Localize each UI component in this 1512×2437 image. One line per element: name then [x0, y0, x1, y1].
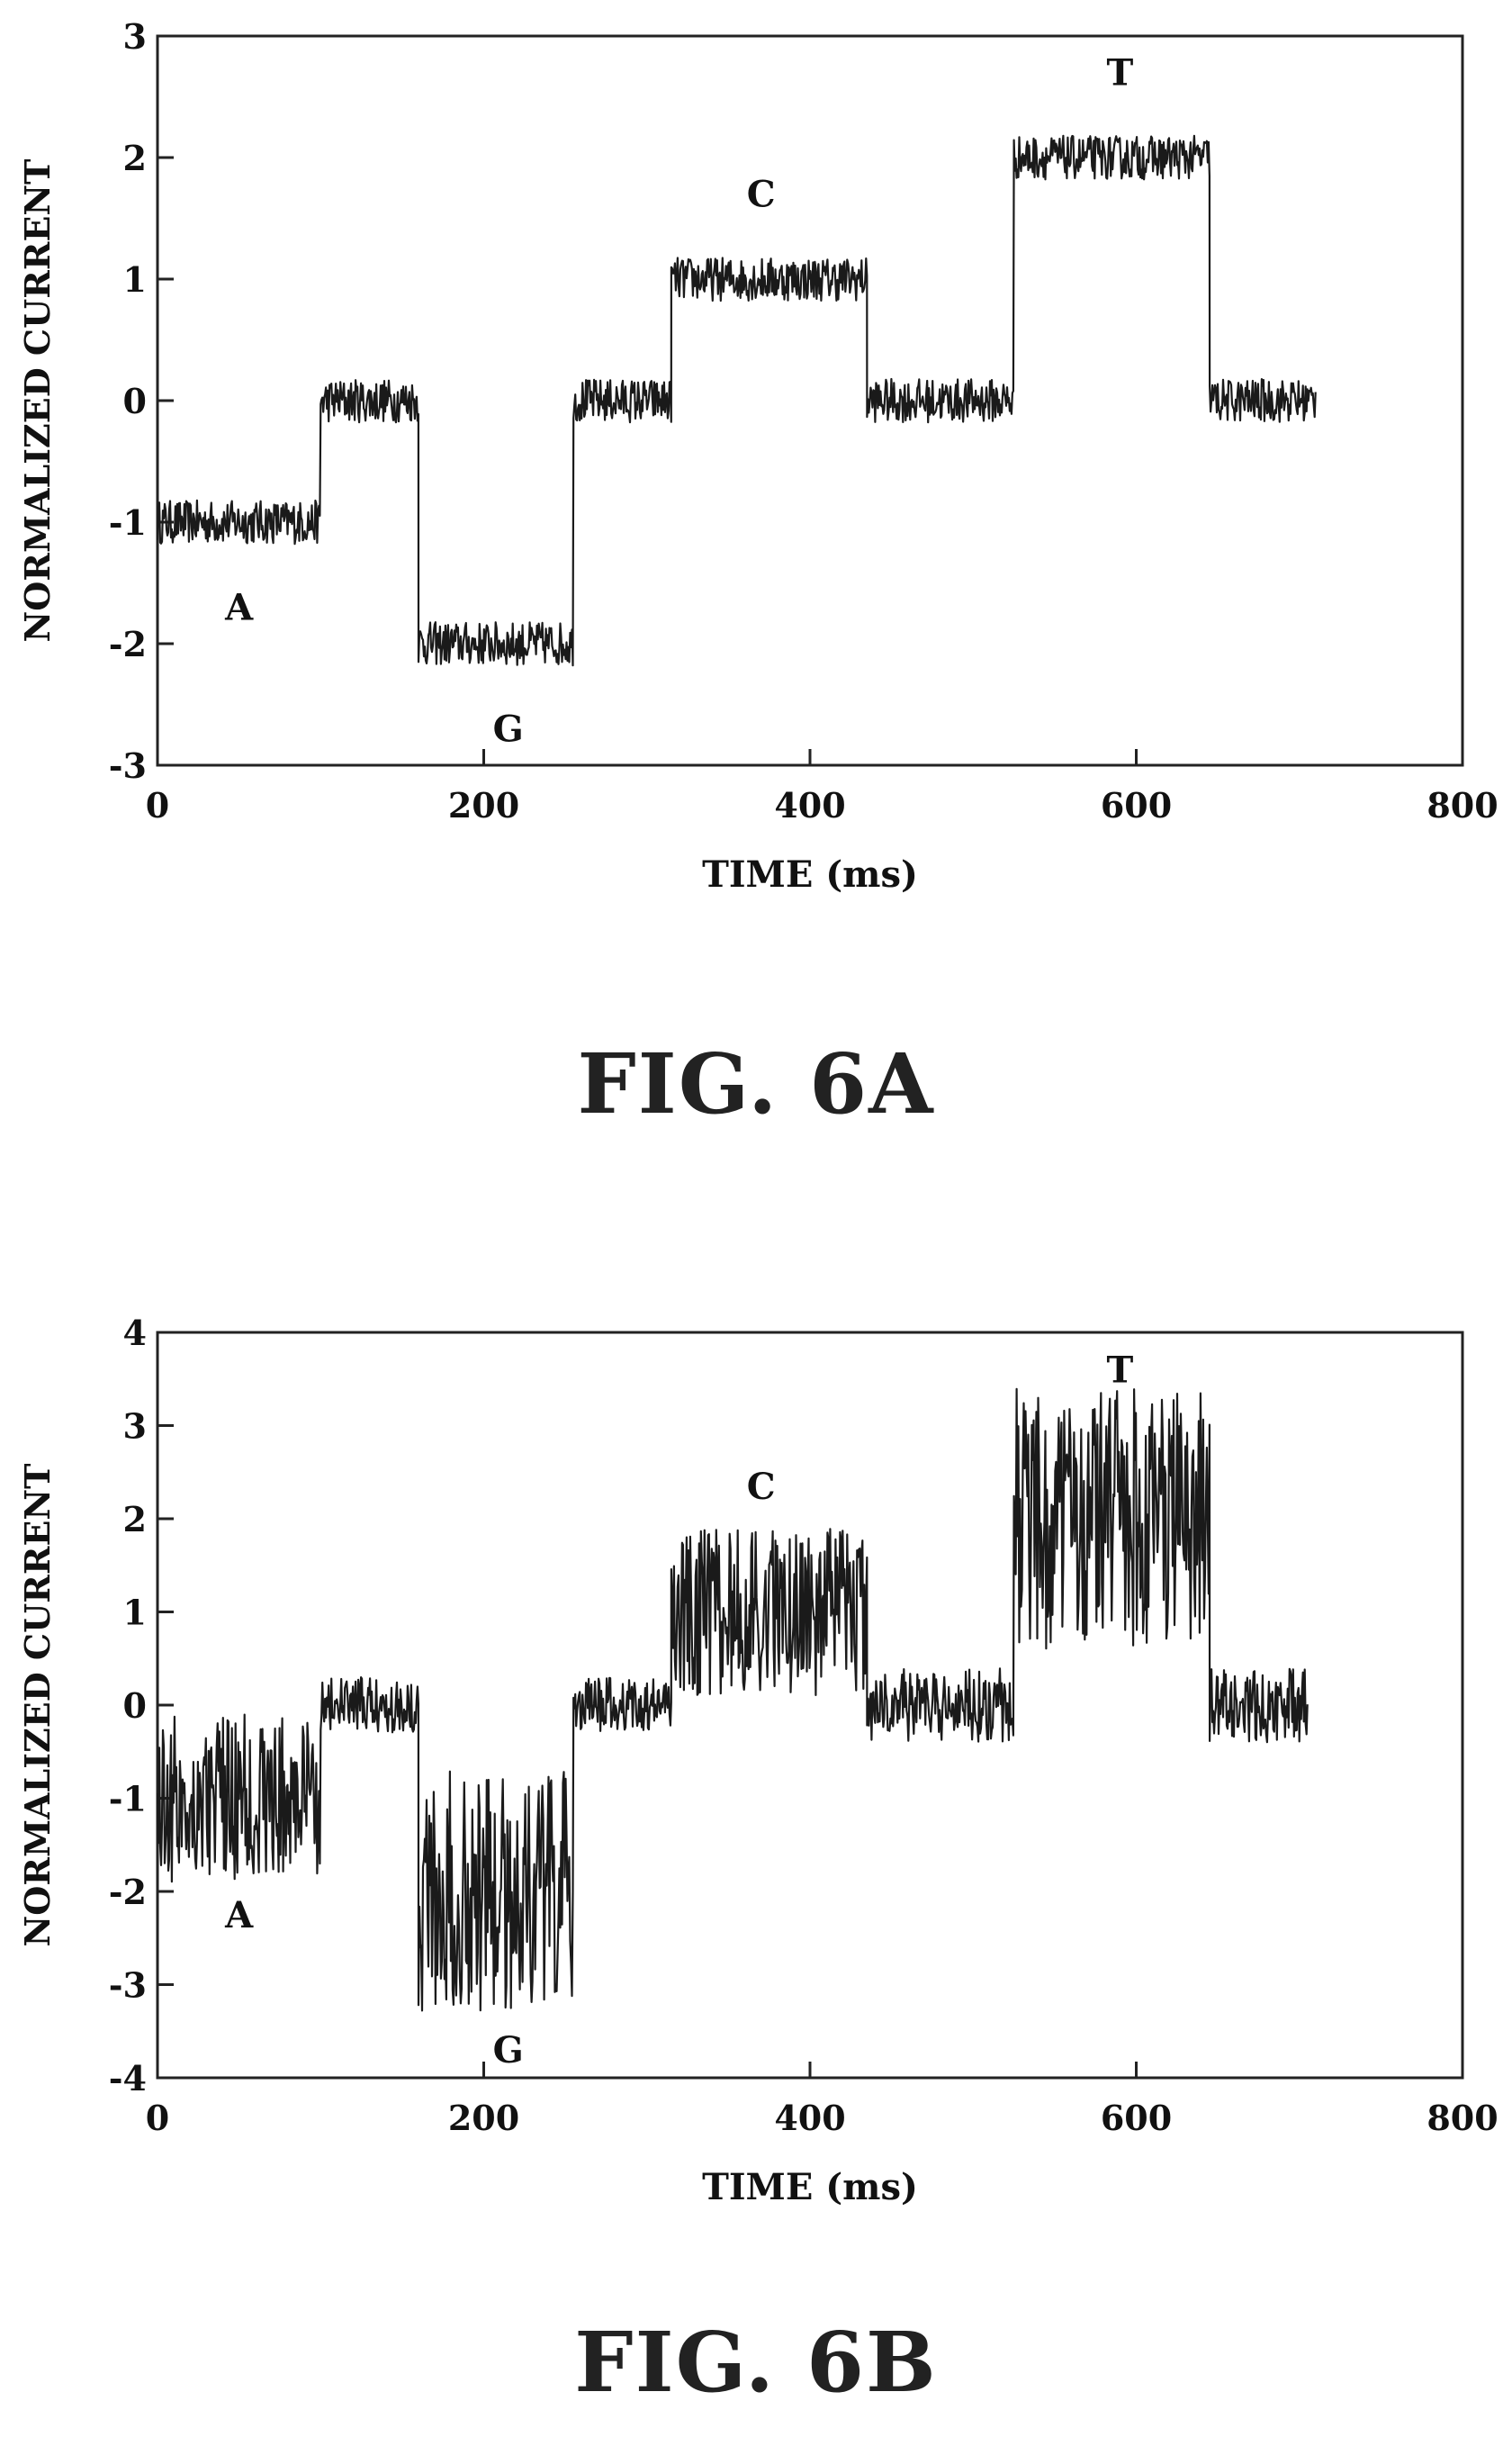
y-tick-label: 3: [123, 16, 147, 57]
figure-caption-6a: FIG. 6A: [577, 1035, 935, 1133]
base-label-a: A: [224, 587, 254, 629]
x-tick-label: 800: [1426, 785, 1498, 826]
x-tick-label: 0: [146, 2098, 169, 2138]
x-axis-label: TIME (ms): [702, 853, 918, 896]
y-tick-label: 0: [123, 1685, 147, 1726]
y-tick-label: 2: [123, 138, 147, 178]
chart-6a: -3 -2 -1 0 1 2 3 0 200 400 600 800 TIME (ms) NORMALIZ…: [17, 16, 1498, 896]
y-tick-label: 0: [123, 381, 147, 421]
x-tick-label: 400: [774, 2098, 845, 2138]
current-trace: [156, 1387, 1309, 2012]
x-tick-label: 600: [1101, 2098, 1172, 2138]
y-tick-label: 3: [123, 1406, 147, 1447]
x-tick-label: 800: [1426, 2098, 1498, 2138]
y-axis-label: NORMALIZED CURRENT: [17, 159, 58, 643]
base-label-t: T: [1106, 1349, 1133, 1391]
y-tick-label: 1: [123, 259, 147, 300]
x-tick-label: 0: [146, 785, 169, 826]
y-axis-label: NORMALIZED CURRENT: [17, 1464, 58, 1947]
figure-6b: -4 -3 -2 -1 0 1 2 3 4 0 200 400 600 800 TIME (ms) NORMA…: [0, 1296, 1512, 2437]
figure-6a: -3 -2 -1 0 1 2 3 0 200 400 600 800 TIME (ms) NORMALIZ…: [0, 0, 1512, 1170]
chart-6b: -4 -3 -2 -1 0 1 2 3 4 0 200 400 600 800 TIME (ms) NORMA…: [17, 1313, 1498, 2208]
x-tick-label: 400: [774, 785, 845, 826]
base-label-a: A: [224, 1894, 254, 1936]
x-tick-label: 600: [1101, 785, 1172, 826]
x-tick-label: 200: [448, 785, 519, 826]
y-tick-label: -3: [109, 1965, 147, 2006]
y-tick-label: -3: [109, 745, 147, 786]
base-label-c: C: [747, 174, 776, 216]
base-label-t: T: [1106, 52, 1133, 95]
base-label-g: G: [493, 709, 524, 751]
y-tick-label: 2: [123, 1499, 147, 1539]
y-tick-label: -1: [109, 502, 147, 543]
y-tick-label: -2: [109, 624, 147, 664]
figure-caption-6b: FIG. 6B: [574, 2314, 938, 2411]
y-tick-label: 1: [123, 1593, 147, 1633]
y-tick-label: -1: [109, 1779, 147, 1819]
current-trace: [156, 134, 1317, 667]
base-label-g: G: [493, 2029, 524, 2071]
y-tick-label: 4: [123, 1313, 147, 1353]
x-axis-label: TIME (ms): [702, 2166, 918, 2208]
base-label-c: C: [747, 1466, 776, 1508]
y-tick-label: -2: [109, 1872, 147, 1912]
y-tick-label: -4: [109, 2058, 147, 2099]
x-tick-label: 200: [448, 2098, 519, 2138]
